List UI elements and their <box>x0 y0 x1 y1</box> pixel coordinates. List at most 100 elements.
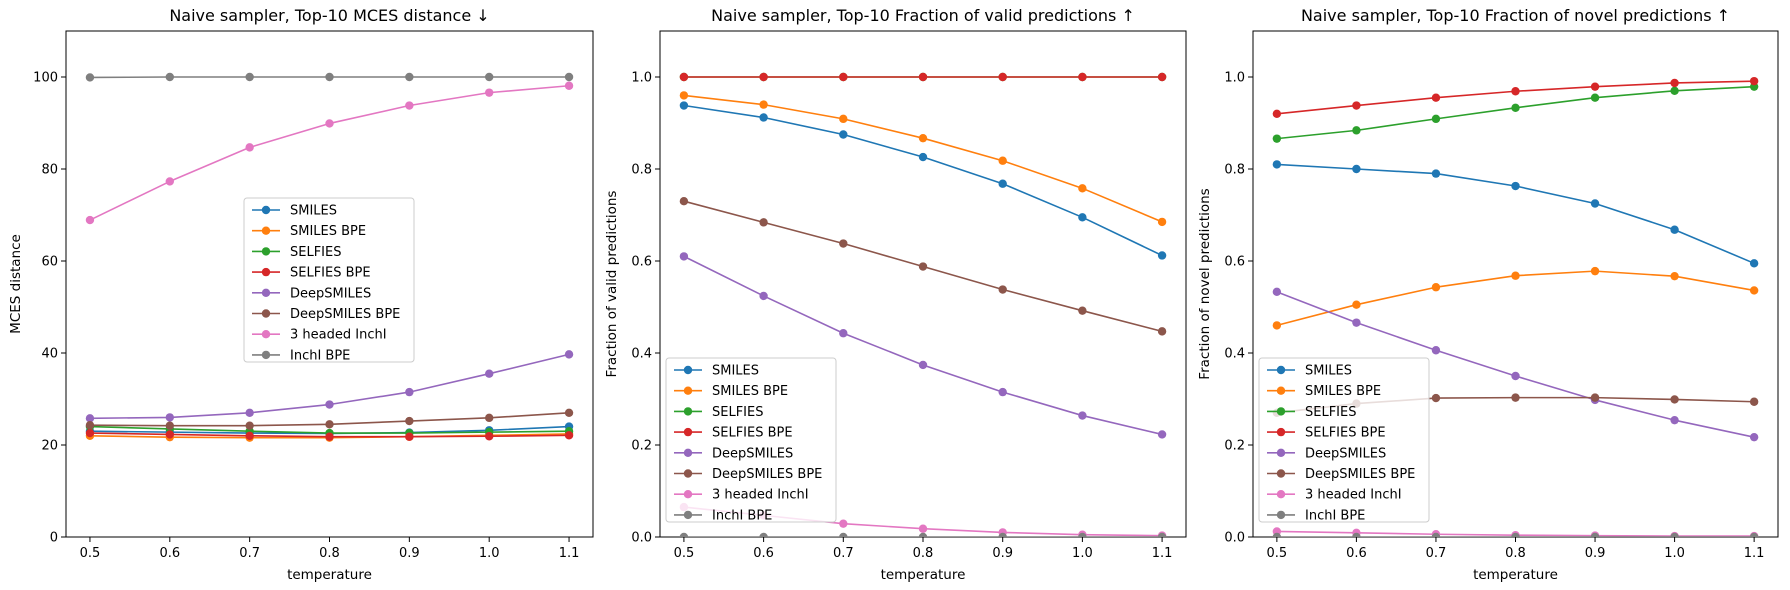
x-tick-label: 1.0 <box>479 546 500 561</box>
y-tick-label: 60 <box>41 255 58 270</box>
legend-item: InchI BPE <box>674 508 772 523</box>
legend-marker <box>683 407 693 416</box>
chart-panel-1: Naive sampler, Top-10 MCES distance ↓ 0.5… <box>8 6 594 583</box>
data-point <box>1431 169 1441 178</box>
data-point <box>1431 346 1441 355</box>
data-point <box>1590 199 1600 208</box>
data-point <box>1272 109 1282 119</box>
data-point <box>1157 251 1167 260</box>
data-point <box>564 408 574 417</box>
data-point <box>1511 87 1520 96</box>
data-point <box>1352 300 1361 309</box>
y-tick-label: 0.8 <box>1224 163 1245 178</box>
legend-marker <box>1276 365 1286 375</box>
data-point <box>1670 86 1679 96</box>
y-axis-label: Fraction of valid predictions <box>604 191 620 378</box>
data-point <box>85 421 95 430</box>
y-tick-label: 1.0 <box>1224 71 1245 86</box>
x-tick-label: 0.7 <box>833 546 854 561</box>
legend-label: SELFIES BPE <box>290 266 371 281</box>
data-point <box>484 432 494 441</box>
data-point <box>165 72 175 82</box>
legend-item: SELFIES <box>252 245 342 260</box>
data-point <box>918 262 928 271</box>
data-point <box>1670 415 1679 425</box>
data-point <box>839 72 848 82</box>
x-tick-label: 0.6 <box>1346 546 1367 561</box>
x-axis-label: temperature <box>1473 567 1558 583</box>
legend-label: InchI BPE <box>1305 508 1365 523</box>
legend-marker <box>683 427 693 437</box>
series-group <box>1272 76 1759 537</box>
legend-marker <box>1276 490 1286 499</box>
data-point <box>839 329 848 338</box>
data-point <box>245 408 254 417</box>
legend-marker <box>261 288 271 297</box>
data-point <box>1272 321 1282 330</box>
chart-title: Naive sampler, Top-10 Fraction of novel … <box>1301 6 1730 25</box>
data-point <box>1670 271 1679 281</box>
data-point <box>1352 101 1361 110</box>
x-tick-label: 0.8 <box>913 546 934 561</box>
chart-title: Naive sampler, Top-10 MCES distance ↓ <box>169 6 489 25</box>
legend-label: DeepSMILES BPE <box>290 307 400 322</box>
data-point <box>1590 393 1600 402</box>
data-point <box>165 413 175 422</box>
data-point <box>564 72 574 82</box>
y-tick-label: 0.2 <box>631 439 652 454</box>
data-point <box>484 88 494 97</box>
legend-label: SELFIES <box>290 245 342 260</box>
y-tick-label: 0.2 <box>1224 439 1245 454</box>
legend-marker <box>683 386 693 395</box>
data-point <box>998 156 1007 165</box>
x-tick-label: 0.5 <box>1267 546 1288 561</box>
data-point <box>1511 532 1520 537</box>
legend-marker <box>1276 448 1286 457</box>
legend-item: SELFIES BPE <box>674 426 793 441</box>
x-tick-label: 0.8 <box>1505 546 1526 561</box>
x-tick-label: 0.8 <box>319 546 340 561</box>
data-point <box>839 519 848 528</box>
legend-item: SELFIES <box>674 405 764 420</box>
legend-marker <box>261 205 271 215</box>
legend-box <box>243 197 415 363</box>
data-point <box>1590 266 1600 276</box>
data-point <box>1511 103 1520 113</box>
legend-item: SELFIES BPE <box>252 266 371 281</box>
data-point <box>918 72 928 82</box>
legend-marker <box>1276 510 1286 520</box>
legend-marker <box>683 510 693 520</box>
legend-label: SELFIES BPE <box>712 426 793 441</box>
y-tick-label: 80 <box>41 163 58 178</box>
data-point <box>1352 126 1361 135</box>
data-point <box>1157 72 1167 82</box>
data-point <box>1157 532 1167 537</box>
legend-label: SMILES BPE <box>712 384 788 399</box>
y-tick-label: 0.8 <box>631 163 652 178</box>
legend-marker <box>1276 427 1286 437</box>
data-point <box>679 91 689 100</box>
data-point <box>1749 76 1759 86</box>
data-point <box>484 413 494 423</box>
legend-label: SMILES <box>712 364 759 379</box>
legend-item: SELFIES BPE <box>1267 426 1386 441</box>
data-point <box>1590 82 1600 91</box>
data-point <box>1431 532 1441 537</box>
legend-item: 3 headed InchI <box>1267 488 1402 503</box>
legend-label: SELFIES <box>712 405 764 420</box>
data-point <box>1431 93 1441 102</box>
data-point <box>85 73 95 82</box>
legend-item: SMILES <box>1267 364 1352 379</box>
data-point <box>245 431 254 440</box>
data-point <box>1670 78 1679 88</box>
data-point <box>484 369 494 378</box>
legend-label: DeepSMILES <box>290 286 371 301</box>
data-point <box>918 152 928 162</box>
data-point <box>998 285 1007 294</box>
data-point <box>1749 397 1759 406</box>
data-point <box>1749 259 1759 268</box>
data-point <box>245 143 254 152</box>
data-point <box>325 400 334 409</box>
data-point <box>85 414 95 423</box>
data-point <box>405 387 414 397</box>
